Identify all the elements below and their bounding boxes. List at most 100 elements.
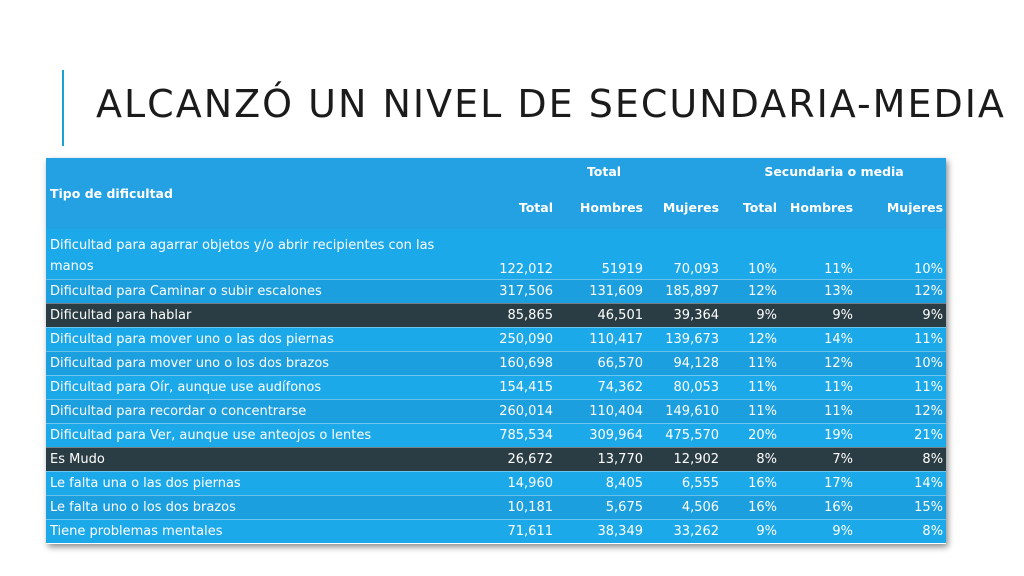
cell-sec-mujeres: 21% bbox=[856, 423, 947, 448]
row-label: Dificultad para hablar bbox=[46, 303, 486, 328]
cell-mujeres: 4,506 bbox=[646, 495, 723, 520]
cell-hombres: 110,404 bbox=[556, 399, 646, 424]
table-row-highlighted: Es Mudo 26,672 13,770 12,902 8% 7% 8% bbox=[46, 447, 947, 472]
cell-sec-total: 12% bbox=[722, 327, 781, 352]
cell-mujeres: 70,093 bbox=[646, 229, 723, 280]
cell-sec-total: 10% bbox=[722, 229, 781, 280]
row-label: Dificultad para recordar o concentrarse bbox=[46, 399, 486, 424]
cell-sec-mujeres: 9% bbox=[856, 303, 947, 328]
cell-total: 260,014 bbox=[486, 399, 556, 424]
cell-hombres: 309,964 bbox=[556, 423, 646, 448]
cell-total: 71,611 bbox=[486, 519, 556, 544]
cell-hombres: 5,675 bbox=[556, 495, 646, 520]
header-total: Total bbox=[486, 185, 556, 229]
table-row: Dificultad para mover uno o los dos braz… bbox=[46, 351, 947, 376]
header-sec-mujeres: Mujeres bbox=[856, 185, 947, 229]
table-row: Le falta una o las dos piernas 14,960 8,… bbox=[46, 471, 947, 496]
row-label: Dificultad para mover uno o los dos braz… bbox=[46, 351, 486, 376]
cell-sec-mujeres: 11% bbox=[856, 327, 947, 352]
row-label: Dificultad para agarrar objetos y/o abri… bbox=[46, 229, 486, 280]
cell-mujeres: 149,610 bbox=[646, 399, 723, 424]
table-row: Dificultad para Ver, aunque use anteojos… bbox=[46, 423, 947, 448]
cell-total: 154,415 bbox=[486, 375, 556, 400]
cell-sec-hombres: 11% bbox=[780, 399, 857, 424]
cell-sec-total: 9% bbox=[722, 519, 781, 544]
cell-sec-mujeres: 8% bbox=[856, 519, 947, 544]
cell-total: 14,960 bbox=[486, 471, 556, 496]
cell-total: 785,534 bbox=[486, 423, 556, 448]
cell-total: 160,698 bbox=[486, 351, 556, 376]
cell-total: 317,506 bbox=[486, 279, 556, 304]
cell-sec-mujeres: 12% bbox=[856, 399, 947, 424]
table-row: Dificultad para Caminar o subir escalone… bbox=[46, 279, 947, 304]
cell-mujeres: 475,570 bbox=[646, 423, 723, 448]
cell-sec-hombres: 19% bbox=[780, 423, 857, 448]
cell-sec-mujeres: 14% bbox=[856, 471, 947, 496]
cell-mujeres: 80,053 bbox=[646, 375, 723, 400]
cell-mujeres: 94,128 bbox=[646, 351, 723, 376]
cell-total: 85,865 bbox=[486, 303, 556, 328]
cell-sec-hombres: 9% bbox=[780, 303, 857, 328]
cell-total: 250,090 bbox=[486, 327, 556, 352]
row-label: Es Mudo bbox=[46, 447, 486, 472]
cell-sec-mujeres: 11% bbox=[856, 375, 947, 400]
header-hombres: Hombres bbox=[556, 185, 646, 229]
cell-hombres: 38,349 bbox=[556, 519, 646, 544]
cell-sec-total: 11% bbox=[722, 351, 781, 376]
table-row: Dificultad para mover uno o las dos pier… bbox=[46, 327, 947, 352]
row-label: Dificultad para Oír, aunque use audífono… bbox=[46, 375, 486, 400]
slide-title: ALCANZÓ UN NIVEL DE SECUNDARIA-MEDIA bbox=[96, 82, 1006, 126]
cell-sec-mujeres: 12% bbox=[856, 279, 947, 304]
cell-sec-hombres: 12% bbox=[780, 351, 857, 376]
cell-mujeres: 39,364 bbox=[646, 303, 723, 328]
cell-mujeres: 12,902 bbox=[646, 447, 723, 472]
cell-mujeres: 185,897 bbox=[646, 279, 723, 304]
cell-sec-total: 20% bbox=[722, 423, 781, 448]
cell-sec-total: 8% bbox=[722, 447, 781, 472]
cell-sec-hombres: 11% bbox=[780, 229, 857, 280]
cell-sec-total: 11% bbox=[722, 375, 781, 400]
cell-mujeres: 33,262 bbox=[646, 519, 723, 544]
cell-sec-mujeres: 8% bbox=[856, 447, 947, 472]
cell-sec-mujeres: 15% bbox=[856, 495, 947, 520]
table-row-highlighted: Dificultad para hablar 85,865 46,501 39,… bbox=[46, 303, 947, 328]
header-sec-total: Total bbox=[722, 185, 781, 229]
table-row: Dificultad para Oír, aunque use audífono… bbox=[46, 375, 947, 400]
cell-sec-mujeres: 10% bbox=[856, 351, 947, 376]
cell-total: 26,672 bbox=[486, 447, 556, 472]
cell-sec-total: 16% bbox=[722, 495, 781, 520]
row-label: Dificultad para Ver, aunque use anteojos… bbox=[46, 423, 486, 448]
cell-hombres: 131,609 bbox=[556, 279, 646, 304]
cell-sec-total: 12% bbox=[722, 279, 781, 304]
cell-hombres: 74,362 bbox=[556, 375, 646, 400]
header-group-total: Total bbox=[486, 158, 723, 185]
cell-hombres: 8,405 bbox=[556, 471, 646, 496]
row-label: Dificultad para mover uno o las dos pier… bbox=[46, 327, 486, 352]
cell-sec-hombres: 16% bbox=[780, 495, 857, 520]
header-tipo-de-dificultad: Tipo de dificultad bbox=[46, 158, 486, 229]
cell-hombres: 66,570 bbox=[556, 351, 646, 376]
cell-sec-hombres: 17% bbox=[780, 471, 857, 496]
table-row: Dificultad para agarrar objetos y/o abri… bbox=[46, 229, 947, 280]
header-sec-hombres: Hombres bbox=[780, 185, 857, 229]
disability-table: Tipo de dificultad Total Secundaria o me… bbox=[46, 158, 947, 544]
table-row: Le falta uno o los dos brazos 10,181 5,6… bbox=[46, 495, 947, 520]
data-table-container: Tipo de dificultad Total Secundaria o me… bbox=[46, 158, 947, 544]
cell-total: 122,012 bbox=[486, 229, 556, 280]
cell-sec-hombres: 13% bbox=[780, 279, 857, 304]
row-label: Le falta uno o los dos brazos bbox=[46, 495, 486, 520]
cell-total: 10,181 bbox=[486, 495, 556, 520]
cell-hombres: 46,501 bbox=[556, 303, 646, 328]
cell-sec-total: 11% bbox=[722, 399, 781, 424]
cell-mujeres: 6,555 bbox=[646, 471, 723, 496]
header-group-secundaria: Secundaria o media bbox=[722, 158, 947, 185]
row-label-text: Dificultad para agarrar objetos y/o abri… bbox=[50, 237, 435, 274]
cell-sec-hombres: 14% bbox=[780, 327, 857, 352]
title-accent-bar bbox=[62, 70, 64, 146]
table-row: Tiene problemas mentales 71,611 38,349 3… bbox=[46, 519, 947, 544]
header-mujeres: Mujeres bbox=[646, 185, 723, 229]
cell-sec-mujeres: 10% bbox=[856, 229, 947, 280]
table-row: Dificultad para recordar o concentrarse … bbox=[46, 399, 947, 424]
cell-hombres: 13,770 bbox=[556, 447, 646, 472]
row-label: Le falta una o las dos piernas bbox=[46, 471, 486, 496]
